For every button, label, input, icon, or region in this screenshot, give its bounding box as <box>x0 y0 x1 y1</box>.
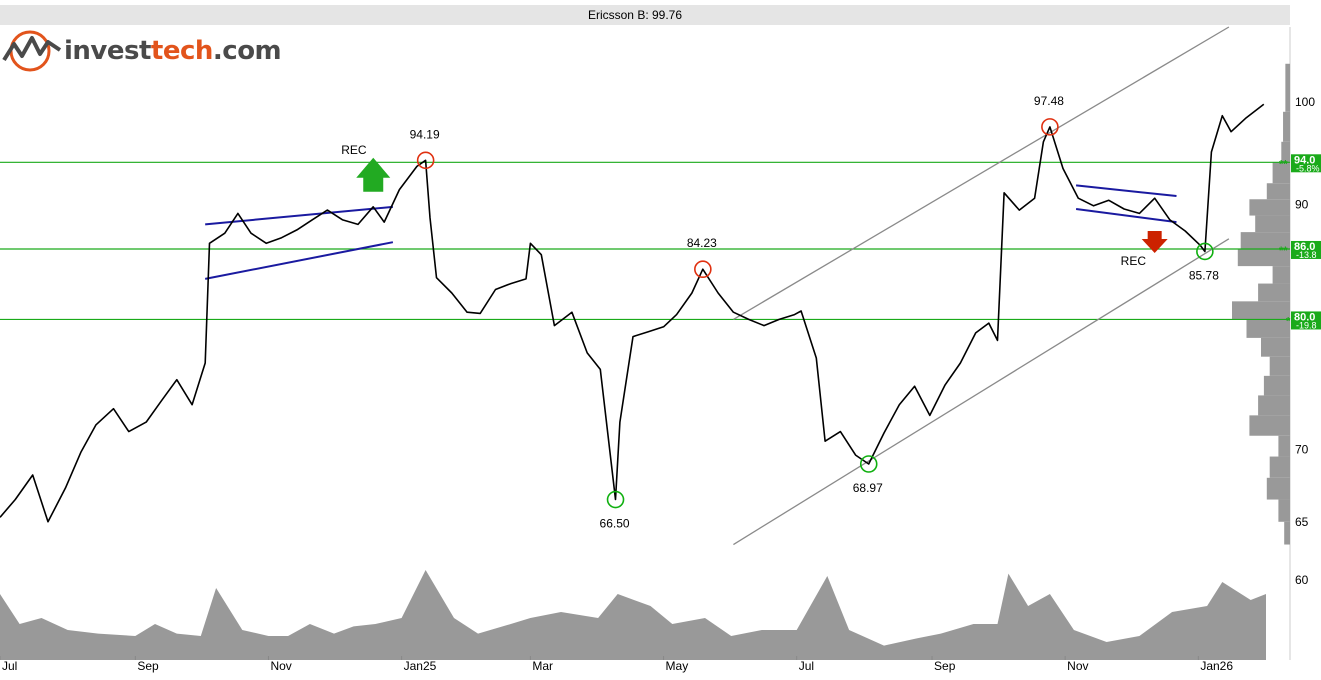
y-tick-label: 65 <box>1295 515 1309 529</box>
pattern-trend-line <box>1075 184 1177 198</box>
y-tick-label: 90 <box>1295 198 1309 212</box>
volume-profile-bar <box>1281 141 1290 163</box>
x-tick-label: Jul <box>2 659 17 673</box>
signal-label: REC <box>341 143 367 157</box>
volume-area <box>0 570 1266 660</box>
top-marker-circle <box>1041 118 1059 136</box>
support-level-stars: ** <box>1279 158 1288 170</box>
top-value-label: 84.23 <box>687 236 717 250</box>
support-level-value: 80.0 <box>1294 311 1315 323</box>
volume-profile-bar <box>1249 199 1290 216</box>
x-tick-label: Sep <box>137 659 159 673</box>
investtech-logo[interactable]: investtech.com <box>2 30 282 72</box>
volume-profile-bar <box>1255 215 1290 233</box>
x-tick-label: May <box>666 659 689 673</box>
volume-profile-bar <box>1261 337 1290 357</box>
pattern-trend-line <box>205 205 393 226</box>
support-level-badge <box>1291 240 1321 259</box>
y-tick-label: 100 <box>1295 95 1315 109</box>
volume-profile-bar <box>1285 63 1290 112</box>
support-level-badge <box>1291 154 1321 173</box>
pattern-trend-line <box>204 241 394 280</box>
chart-title: Ericsson B: 99.76 <box>587 8 683 22</box>
volume-profile-bar <box>1246 319 1290 338</box>
support-level-badge <box>1291 311 1321 330</box>
support-level-change: -13.8 <box>1296 250 1317 260</box>
bottom-marker-circle <box>1196 242 1214 261</box>
x-tick-label: Jan26 <box>1200 659 1233 673</box>
logo-wordmark: investtech.com <box>64 36 282 66</box>
volume-profile-bar <box>1278 499 1290 522</box>
x-tick-label: Nov <box>270 659 291 673</box>
volume-profile-bar <box>1258 395 1290 416</box>
channel-line <box>733 26 1230 321</box>
x-tick-label: Mar <box>532 659 553 673</box>
volume-profile-bar <box>1272 266 1290 284</box>
volume-profile-bar <box>1240 232 1290 249</box>
top-value-label: 94.19 <box>410 127 440 141</box>
buy-signal-arrow-icon <box>356 157 391 192</box>
volume-profile-bar <box>1266 183 1290 200</box>
support-level-value: 94.0 <box>1294 154 1315 166</box>
plot-area <box>0 27 1290 660</box>
volume-profile-bar <box>1258 283 1290 302</box>
support-level-change: -5.8% <box>1296 163 1320 173</box>
sell-signal-arrow-icon <box>1141 231 1168 254</box>
volume-profile-bar <box>1269 456 1290 478</box>
top-marker-circle <box>416 151 435 170</box>
support-level-stars: ** <box>1279 245 1288 257</box>
volume-profile-bar <box>1269 356 1290 376</box>
x-tick-label: Nov <box>1067 659 1088 673</box>
bottom-value-label: 85.78 <box>1189 268 1219 282</box>
x-tick-label: Jan25 <box>404 659 437 673</box>
chart-title-bar: Ericsson B: 99.76 <box>0 5 1290 25</box>
logo-mark-icon <box>2 30 62 72</box>
support-level-stars: * <box>1286 315 1291 327</box>
y-tick-label: 70 <box>1295 443 1309 457</box>
volume-profile-bar <box>1272 162 1290 184</box>
pattern-trend-line <box>1075 208 1177 224</box>
support-level-change: -19.8 <box>1296 320 1317 330</box>
top-value-label: 97.48 <box>1034 94 1064 108</box>
volume-profile-bar <box>1263 375 1290 396</box>
signal-label: REC <box>1121 254 1147 268</box>
volume-profile-bar <box>1266 477 1290 500</box>
volume-profile-bar <box>1283 111 1290 142</box>
support-level-value: 86.0 <box>1294 241 1315 253</box>
bottom-marker-circle <box>606 490 625 509</box>
volume-profile-bar <box>1249 415 1290 436</box>
x-tick-label: Sep <box>934 659 956 673</box>
bottom-value-label: 66.50 <box>600 517 630 531</box>
channel-line <box>733 238 1230 546</box>
bottom-value-label: 68.97 <box>853 481 883 495</box>
volume-profile-bar <box>1232 301 1290 320</box>
x-tick-label: Jul <box>799 659 814 673</box>
price-line <box>0 103 1265 523</box>
volume-profile-bar <box>1278 435 1290 457</box>
volume-profile-bar <box>1237 248 1290 267</box>
top-marker-circle <box>694 260 712 279</box>
volume-profile-bar <box>1284 521 1290 545</box>
y-tick-label: 60 <box>1295 573 1309 587</box>
bottom-marker-circle <box>859 455 878 473</box>
